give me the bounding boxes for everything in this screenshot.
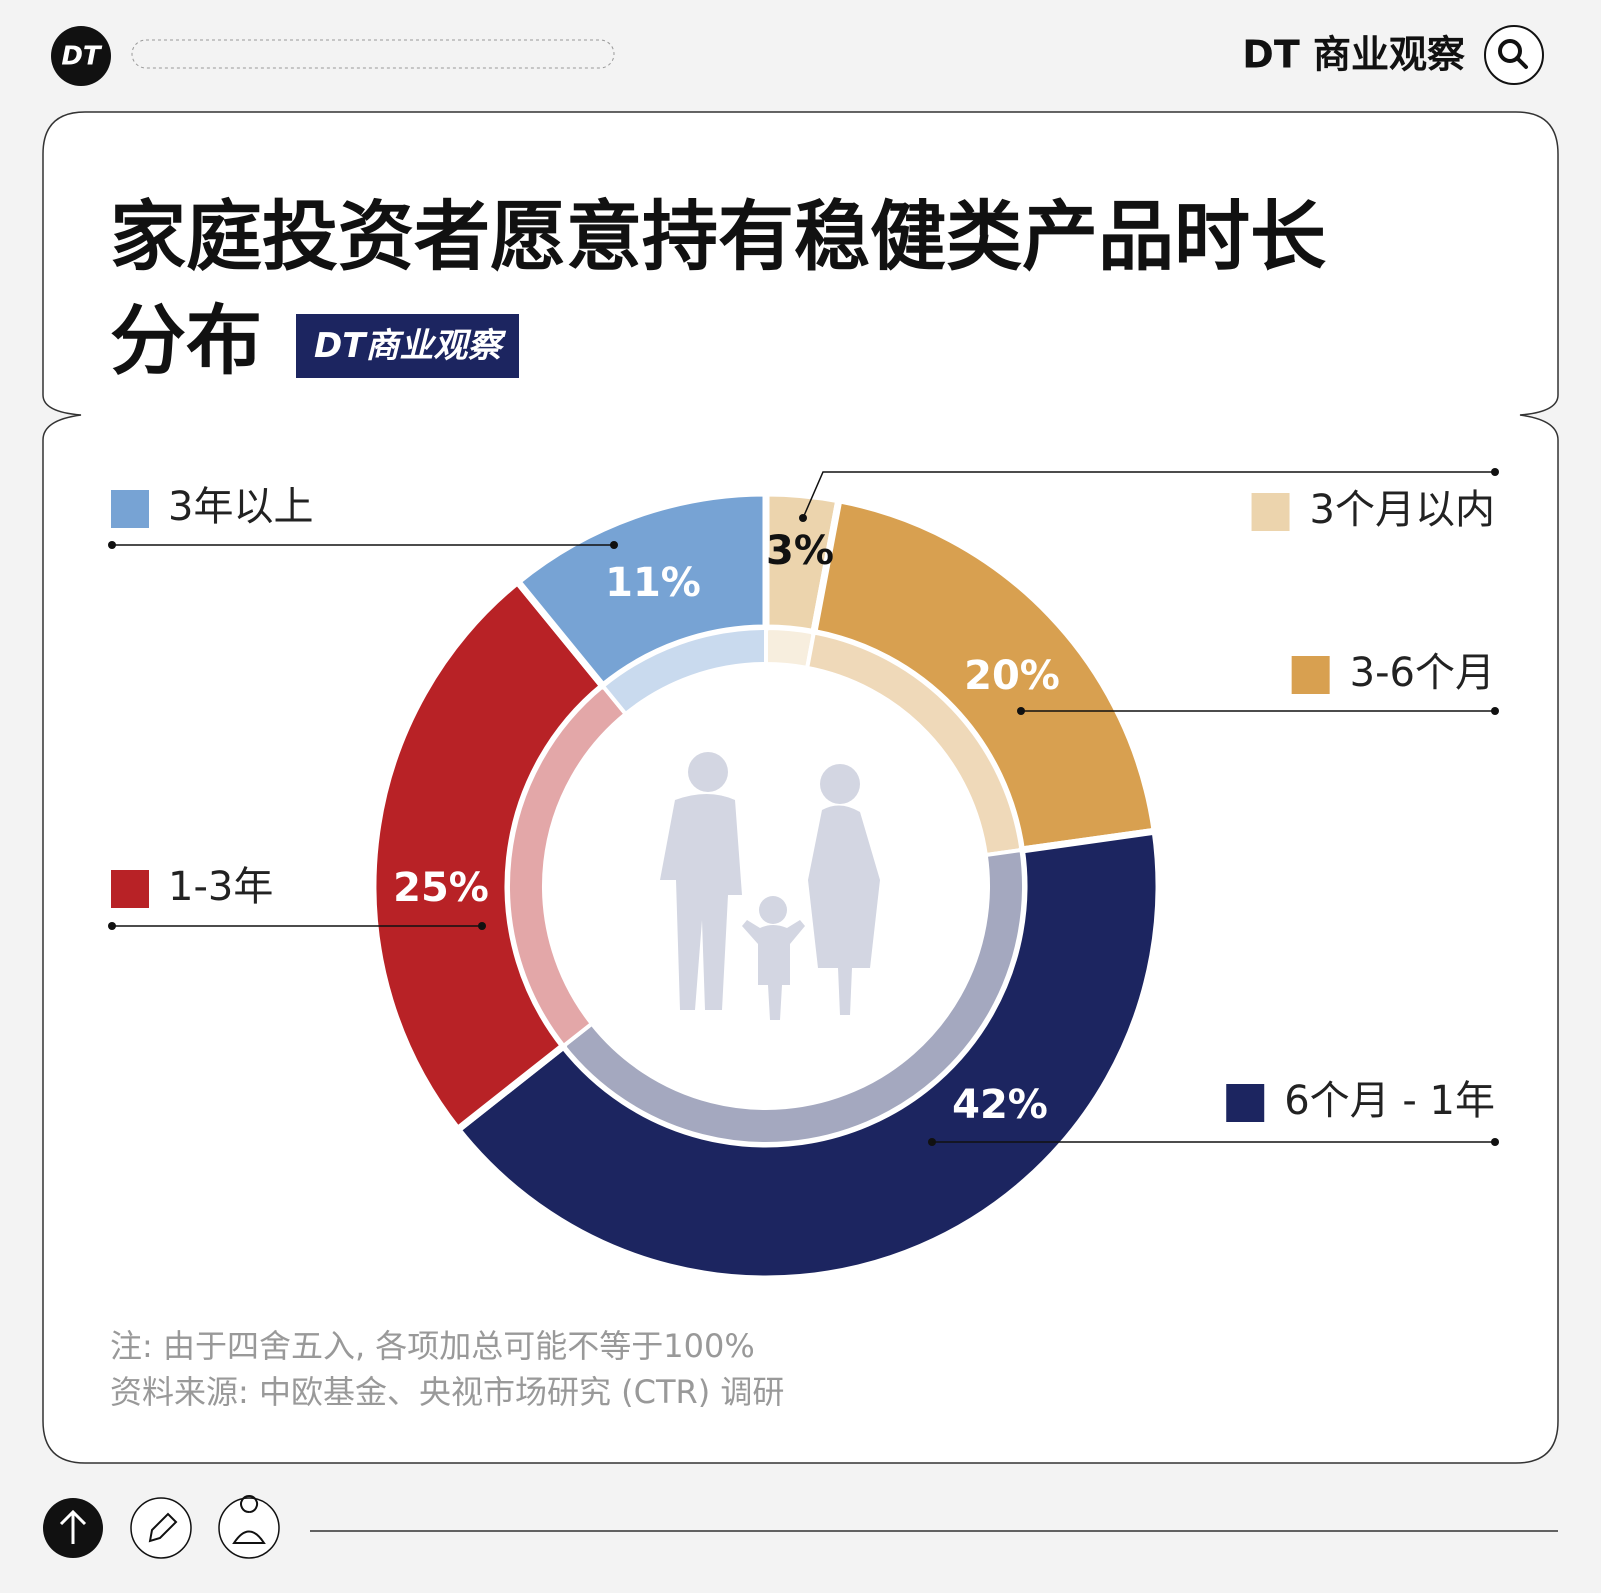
card (42, 111, 1559, 1464)
search-box[interactable] (131, 39, 615, 69)
value-label: 11% (605, 560, 701, 606)
leader-end (108, 541, 116, 549)
user-icon (232, 1495, 266, 1544)
legend-swatch (1226, 1084, 1265, 1122)
family-illustration (660, 752, 880, 1020)
edit-button[interactable] (130, 1497, 192, 1559)
leader-end (1491, 468, 1499, 476)
legend-swatch (111, 490, 149, 528)
up-icon (59, 1509, 87, 1544)
inner-slice (600, 625, 768, 717)
user-button[interactable] (218, 1497, 280, 1559)
logo-circle[interactable] (51, 26, 111, 86)
legend-label: 3-6个月 (1350, 650, 1495, 696)
leader-line (802, 471, 1495, 519)
leader-end (108, 922, 116, 930)
leader-end (1491, 707, 1499, 715)
title-box: 家庭投资者愿意持有稳健类产品时长分布 DT商业观察 (110, 192, 1326, 385)
source: 资料来源: 中欧基金、央视市场研究 (CTR) 调研 (110, 1373, 784, 1411)
chart-title: 家庭投资者愿意持有稳健类产品时长分布 (110, 192, 1326, 385)
leader-end (1491, 1138, 1499, 1146)
brand: DT 商业观察 (1242, 33, 1465, 77)
legend-label: 1-3年 (168, 864, 273, 910)
search-icon (1498, 39, 1522, 63)
legend-label: 3年以上 (168, 484, 313, 530)
badge: DT商业观察 (296, 314, 520, 378)
legend-label: 6个月 - 1年 (1284, 1078, 1495, 1124)
value-label: 20% (964, 653, 1060, 699)
ring-dash (506, 626, 1026, 1146)
search-button[interactable] (1484, 25, 1544, 85)
legend-label: 3个月以内 (1310, 487, 1495, 533)
note: 注: 由于四舍五入, 各项加总可能不等于100% (110, 1327, 755, 1365)
value-label: 25% (393, 865, 489, 911)
value-label: 42% (952, 1082, 1048, 1128)
legend-swatch (1291, 656, 1330, 694)
legend-swatch (111, 870, 149, 908)
logo-text: DT (61, 42, 103, 72)
legend-swatch (1251, 493, 1290, 531)
value-label: 3% (766, 528, 834, 574)
search-icon (1515, 56, 1528, 69)
edit-icon (148, 1512, 178, 1543)
ring-dash (542, 662, 990, 1110)
donut: 3% 3个月以内 20% 3-6个月 42% 6个月 - 1年 25% 1-3年 11% 3年以上 (108, 468, 1499, 1283)
